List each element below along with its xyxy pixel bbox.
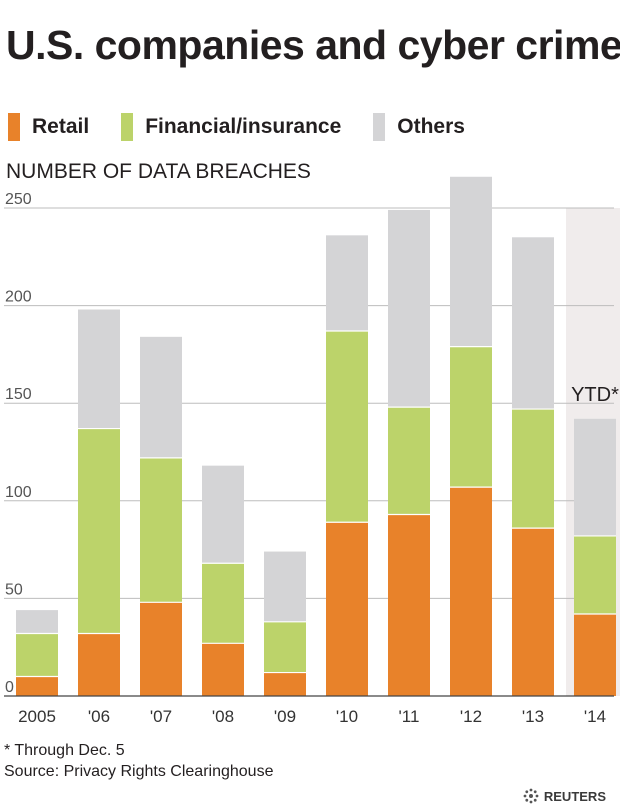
- source-note: Source: Privacy Rights Clearinghouse: [4, 763, 274, 780]
- legend-label-retail: Retail: [32, 115, 90, 138]
- bar-financial-insurance-8: [512, 409, 554, 529]
- bar-financial-insurance-1: [78, 428, 120, 634]
- bar-financial-insurance-4: [264, 621, 306, 673]
- x-tick-label-2: '07: [150, 707, 172, 726]
- bar-financial-insurance-5: [326, 330, 368, 523]
- legend-label-others: Others: [397, 115, 465, 138]
- bar-others-2: [140, 336, 182, 458]
- legend-item-financial: Financial/insurance: [121, 113, 341, 141]
- bar-retail-5: [326, 522, 368, 696]
- bar-others-0: [16, 610, 58, 634]
- brand-name: REUTERS: [543, 788, 606, 804]
- x-tick-label-7: '12: [460, 707, 482, 726]
- footnote-through-date: * Through Dec. 5: [4, 742, 125, 759]
- bar-retail-0: [16, 676, 58, 696]
- bar-retail-2: [140, 602, 182, 696]
- x-tick-label-5: '10: [336, 707, 358, 726]
- bar-retail-1: [78, 633, 120, 696]
- bar-financial-insurance-7: [450, 346, 492, 488]
- bar-financial-insurance-2: [140, 457, 182, 603]
- y-tick-label-100: 100: [5, 484, 32, 501]
- y-tick-label-0: 0: [5, 679, 14, 696]
- bar-others-5: [326, 235, 368, 331]
- ytd-annotation: YTD*: [571, 384, 619, 406]
- bar-others-6: [388, 209, 430, 408]
- y-tick-label-50: 50: [5, 581, 23, 598]
- x-tick-label-1: '06: [88, 707, 110, 726]
- bar-retail-3: [202, 643, 244, 696]
- legend: Retail Financial/insurance Others: [8, 112, 497, 142]
- bar-retail-4: [264, 672, 306, 696]
- reuters-logo: REUTERS: [523, 788, 606, 804]
- bar-financial-insurance-6: [388, 407, 430, 515]
- bar-chart: 0 50 100 150 200 250 2005 '06 '07 '08 '09 '10 '11 '12…: [4, 176, 620, 726]
- bar-others-3: [202, 465, 244, 564]
- legend-swatch-financial: [121, 113, 134, 141]
- bar-retail-9: [574, 614, 616, 696]
- chart-title: U.S. companies and cyber crime: [6, 22, 620, 68]
- bar-others-7: [450, 176, 492, 347]
- bar-financial-insurance-3: [202, 563, 244, 644]
- bar-financial-insurance-0: [16, 633, 58, 677]
- bar-others-1: [78, 309, 120, 429]
- bar-retail-7: [450, 487, 492, 696]
- bar-others-4: [264, 551, 306, 622]
- y-tick-label-250: 250: [5, 191, 32, 208]
- legend-item-others: Others: [373, 113, 465, 141]
- footnotes: * Through Dec. 5 Source: Privacy Rights …: [4, 740, 273, 782]
- bar-financial-insurance-9: [574, 535, 616, 615]
- x-tick-label-9: '14: [584, 707, 606, 726]
- bar-retail-6: [388, 514, 430, 696]
- legend-swatch-retail: [8, 113, 20, 141]
- x-tick-label-8: '13: [522, 707, 544, 726]
- x-tick-label-3: '08: [212, 707, 234, 726]
- legend-label-financial: Financial/insurance: [145, 115, 342, 138]
- y-tick-label-200: 200: [5, 289, 32, 306]
- legend-item-retail: Retail: [8, 113, 89, 141]
- x-tick-label-6: '11: [399, 707, 420, 726]
- x-tick-label-4: '09: [274, 707, 296, 726]
- legend-swatch-others: [373, 113, 386, 141]
- bar-others-8: [512, 237, 554, 410]
- reuters-dots-icon: [523, 788, 539, 804]
- bar-others-9: [574, 418, 616, 536]
- x-tick-label-0: 2005: [18, 707, 56, 726]
- y-axis-label: NUMBER OF DATA BREACHES: [6, 160, 311, 183]
- y-tick-label-150: 150: [5, 386, 32, 403]
- bar-retail-8: [512, 528, 554, 696]
